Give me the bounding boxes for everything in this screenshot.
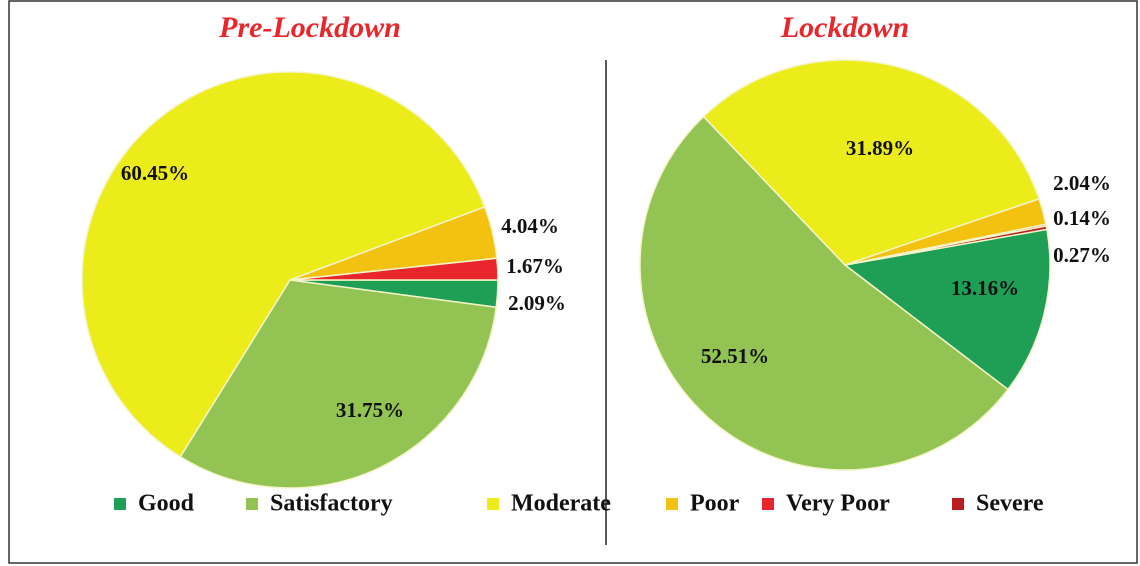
legend-label: Moderate — [511, 491, 611, 517]
legend-swatch — [487, 498, 499, 510]
legend-swatch — [114, 498, 126, 510]
pie-slice — [179, 279, 498, 489]
legend-label: Severe — [976, 491, 1044, 517]
legend-swatch — [762, 498, 774, 510]
legend-label: Very Poor — [786, 491, 890, 517]
legend-swatch — [246, 498, 258, 510]
data-label: 2.09% — [508, 291, 566, 315]
data-label: 52.51% — [701, 344, 769, 368]
data-label: 0.14% — [1053, 206, 1111, 230]
pie-slice — [81, 71, 486, 458]
pie-slice — [289, 257, 499, 281]
pie-slice — [639, 115, 1009, 471]
data-label: 31.89% — [846, 136, 914, 160]
data-label: 0.27% — [1053, 243, 1111, 267]
data-label: 13.16% — [951, 276, 1019, 300]
legend-swatch — [952, 498, 964, 510]
legend-swatch — [666, 498, 678, 510]
legend-label: Poor — [690, 491, 740, 517]
chart-title: Pre-Lockdown — [218, 11, 401, 44]
chart-title: Lockdown — [780, 11, 909, 44]
data-label: 2.04% — [1053, 171, 1111, 195]
pie-slice — [702, 59, 1040, 266]
data-label: 31.75% — [336, 398, 404, 422]
pie-slice — [843, 228, 1051, 391]
legend-label: Good — [138, 491, 195, 517]
data-label: 1.67% — [506, 254, 564, 278]
pie-slice — [844, 225, 1048, 266]
data-label: 60.45% — [121, 161, 189, 185]
legend-label: Satisfactory — [270, 491, 393, 517]
data-label: 4.04% — [501, 214, 559, 238]
